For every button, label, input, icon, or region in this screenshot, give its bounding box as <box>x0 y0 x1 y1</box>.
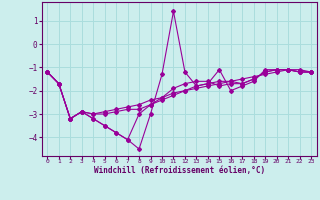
X-axis label: Windchill (Refroidissement éolien,°C): Windchill (Refroidissement éolien,°C) <box>94 166 265 175</box>
